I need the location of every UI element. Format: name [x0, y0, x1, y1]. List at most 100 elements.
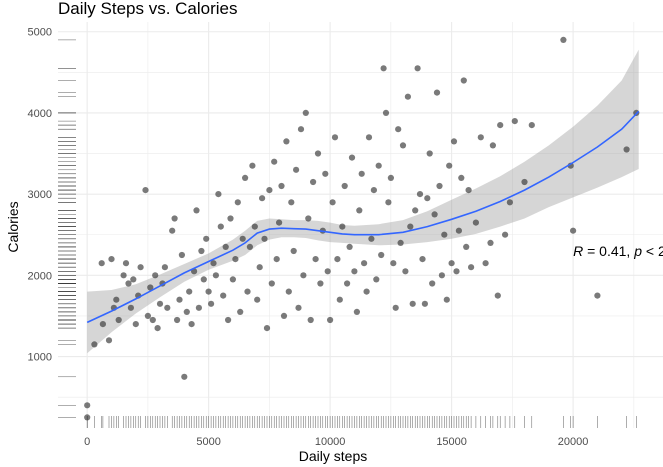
- data-point: [217, 223, 224, 230]
- data-point: [472, 219, 479, 226]
- data-point: [310, 178, 317, 186]
- chart-title: Daily Steps vs. Calories: [58, 0, 238, 18]
- data-point: [402, 268, 409, 275]
- data-point: [336, 296, 343, 303]
- data-point: [348, 154, 356, 161]
- data-point: [363, 288, 370, 295]
- data-point: [200, 276, 207, 283]
- data-point: [212, 272, 219, 279]
- data-point: [195, 304, 202, 311]
- data-point: [113, 296, 120, 303]
- x-rug: [86, 416, 637, 428]
- y-axis-title: Calories: [5, 201, 21, 252]
- data-point: [392, 304, 399, 311]
- data-point: [387, 174, 394, 181]
- data-point: [399, 142, 407, 149]
- data-point: [324, 268, 331, 275]
- y-tick-label: 5000: [28, 27, 52, 39]
- data-point: [210, 260, 217, 267]
- data-point: [458, 174, 465, 181]
- data-point: [570, 227, 577, 234]
- data-point: [331, 134, 339, 141]
- data-point: [443, 296, 450, 303]
- data-point: [502, 231, 509, 238]
- data-point: [188, 321, 195, 328]
- data-point: [477, 134, 484, 141]
- data-point: [242, 174, 249, 181]
- data-point: [99, 321, 106, 328]
- data-point: [368, 235, 375, 242]
- data-point: [370, 187, 377, 194]
- data-point: [227, 215, 234, 222]
- data-point: [283, 138, 290, 145]
- data-point: [463, 243, 470, 250]
- data-point: [137, 264, 144, 271]
- data-point: [161, 264, 168, 271]
- data-point: [305, 215, 312, 222]
- data-point: [494, 292, 501, 299]
- data-point: [246, 243, 253, 250]
- correlation-annotation: R = 0.41, p < 2.2e-16: [573, 243, 663, 259]
- data-point: [249, 162, 256, 169]
- data-point: [497, 122, 504, 129]
- x-tick-label: 15000: [436, 436, 467, 448]
- data-point: [237, 308, 244, 315]
- data-point: [327, 316, 334, 324]
- data-point: [414, 65, 421, 72]
- data-point: [314, 150, 322, 157]
- data-point: [142, 187, 149, 194]
- data-point: [453, 268, 460, 275]
- data-point: [152, 272, 159, 279]
- data-point: [429, 280, 436, 287]
- data-point: [120, 272, 127, 279]
- loess-line: [86, 110, 640, 324]
- x-tick-label: 0: [84, 436, 90, 448]
- data-point: [433, 89, 441, 96]
- data-point: [244, 288, 251, 295]
- data-point: [186, 288, 193, 295]
- data-point: [215, 191, 222, 198]
- y-tick-label: 3000: [28, 189, 52, 201]
- data-point: [276, 219, 283, 226]
- data-point: [174, 316, 181, 324]
- data-point: [560, 36, 567, 44]
- data-point: [229, 276, 236, 283]
- data-point: [254, 296, 261, 303]
- data-point: [373, 276, 380, 283]
- data-point: [130, 276, 137, 283]
- data-point: [256, 264, 263, 271]
- data-point: [421, 300, 428, 307]
- y-axis-ticks: 1000 2000 3000 4000 5000: [28, 27, 52, 364]
- data-point: [365, 134, 373, 141]
- x-tick-label: 20000: [558, 436, 589, 448]
- data-point: [341, 182, 348, 190]
- data-point: [358, 170, 365, 177]
- data-point: [263, 325, 271, 332]
- data-point: [300, 272, 307, 279]
- data-point: [171, 215, 178, 222]
- data-point: [344, 280, 351, 287]
- data-point: [312, 256, 319, 263]
- data-point: [285, 288, 292, 295]
- data-point: [232, 256, 239, 263]
- data-point: [154, 325, 161, 332]
- y-tick-label: 4000: [28, 108, 52, 120]
- data-point: [353, 308, 360, 315]
- data-point: [511, 118, 518, 125]
- smooth-line: [86, 110, 640, 324]
- data-point: [482, 260, 489, 267]
- data-point: [127, 304, 134, 311]
- data-point: [193, 207, 200, 214]
- data-point: [178, 251, 185, 259]
- data-point: [448, 260, 455, 267]
- data-point: [506, 199, 513, 206]
- data-point: [346, 243, 353, 250]
- data-point: [122, 260, 130, 267]
- x-axis-ticks: 0 5000 10000 15000 20000: [84, 436, 588, 448]
- data-point: [288, 199, 295, 206]
- data-point: [397, 239, 404, 246]
- data-point: [198, 247, 205, 255]
- data-point: [115, 316, 122, 324]
- data-points: [84, 36, 640, 421]
- data-point: [268, 280, 275, 287]
